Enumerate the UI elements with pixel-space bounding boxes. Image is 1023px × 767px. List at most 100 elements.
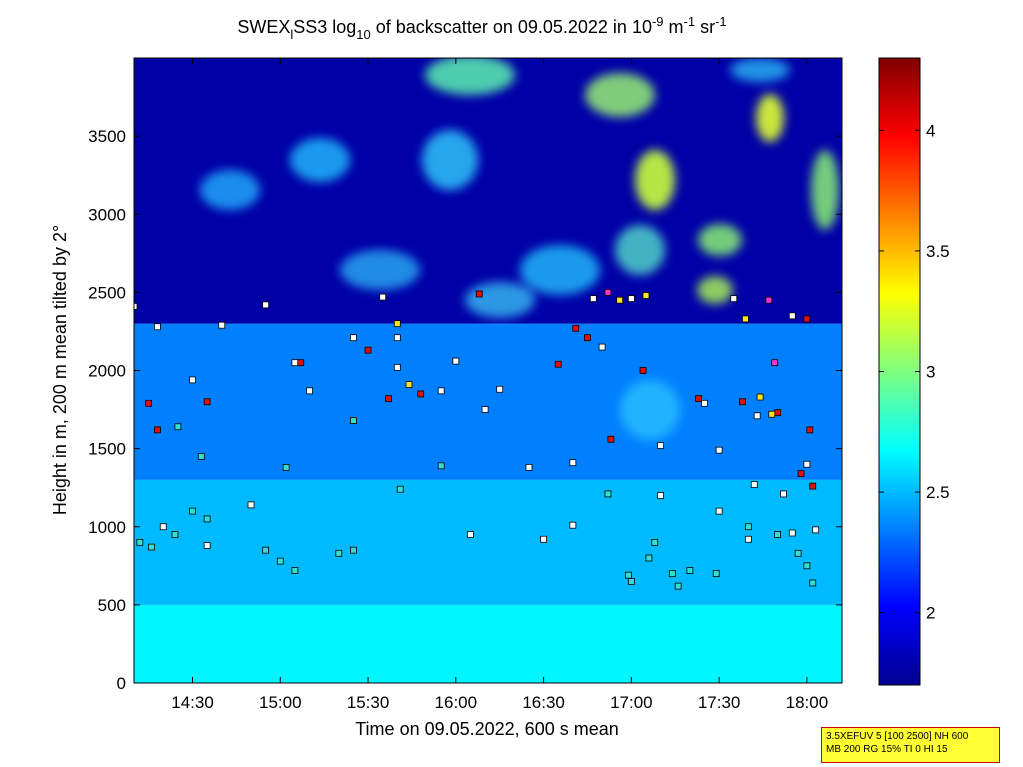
marker-mid (744, 535, 752, 543)
marker-low (744, 523, 752, 531)
marker-mid (452, 357, 460, 365)
upper-patch (340, 250, 420, 290)
marker-high (554, 360, 562, 368)
marker-low (651, 538, 659, 546)
marker-mid (701, 399, 708, 407)
marker-low (136, 538, 144, 546)
marker-magenta (604, 288, 612, 296)
x-tick-label: 14:30 (171, 693, 214, 712)
upper-patch (290, 138, 350, 182)
marker-low (396, 485, 404, 493)
upper-patch (620, 380, 680, 440)
upper-patch (697, 276, 733, 304)
upper-patch (465, 282, 535, 318)
marker-low (197, 453, 205, 460)
x-tick-label: 16:00 (435, 693, 478, 712)
marker-mid (481, 406, 489, 413)
colorbar-tick-label: 2.5 (926, 483, 950, 502)
y-tick-label: 1000 (88, 518, 126, 537)
marker-mid (569, 521, 577, 529)
marker-low (350, 546, 357, 554)
marker-high (739, 398, 746, 406)
marker-mid (350, 334, 357, 342)
marker-high (809, 482, 817, 490)
marker-low (203, 515, 211, 523)
marker-high (695, 395, 703, 403)
marker-low (803, 562, 811, 570)
upper-patch (698, 224, 742, 256)
marker-high (297, 359, 305, 367)
marker-high (475, 290, 483, 298)
marker-mid (189, 376, 196, 384)
marker-mid (496, 385, 504, 393)
marker-mid (657, 442, 665, 449)
x-axis: 14:30 15:00 15:30 16:00 16:30 17:00 17:30 18:00 (171, 58, 828, 712)
marker-mid (803, 460, 811, 468)
plot-area (134, 58, 842, 683)
marker-mid (812, 526, 820, 534)
y-axis-label: Height in m, 200 m mean tilted by 2° (50, 225, 70, 515)
colorbar-tick-label: 3 (926, 363, 935, 382)
upper-patch (520, 245, 600, 295)
marker-mid (525, 463, 533, 471)
colorbar-tick-label: 3.5 (926, 242, 950, 261)
marker-low (171, 531, 179, 538)
marker-mid (627, 295, 635, 303)
marker-low (282, 463, 290, 471)
marker-peak (742, 315, 749, 323)
marker-mid (203, 542, 211, 549)
marker-peak (768, 410, 776, 418)
chart-title: SWEXlSS3 log10 of backscatter on 09.05.2… (237, 14, 726, 42)
marker-low (712, 570, 720, 578)
marker-low (174, 423, 182, 431)
marker-high (607, 435, 615, 443)
layer-surface (134, 604, 842, 683)
marker-peak (405, 381, 413, 388)
marker-mid (715, 507, 723, 515)
marker-low (627, 578, 635, 585)
y-tick-label: 3500 (88, 127, 126, 146)
marker-magenta (765, 296, 773, 304)
marker-mid (598, 343, 606, 351)
marker-low (794, 549, 802, 557)
y-tick-label: 2000 (88, 362, 126, 381)
x-tick-label: 18:00 (786, 693, 829, 712)
marker-peak (616, 296, 624, 304)
marker-mid (788, 312, 796, 320)
marker-mid (730, 295, 738, 303)
marker-mid (134, 303, 138, 310)
marker-low (262, 546, 270, 554)
marker-high (774, 409, 782, 417)
upper-patch (425, 58, 515, 95)
y-tick-label: 1500 (88, 440, 126, 459)
cloud-patches (200, 58, 839, 440)
marker-mid (788, 529, 796, 537)
marker-mid (467, 531, 474, 538)
cloud-base-markers (134, 288, 820, 590)
info-line-2: MB 200 RG 15% TI 0 HI 15 (826, 744, 948, 755)
marker-mid (750, 481, 758, 488)
marker-mid (657, 492, 665, 499)
marker-mid (379, 293, 387, 301)
marker-low (645, 554, 653, 562)
marker-mid (569, 459, 577, 467)
x-tick-label: 15:30 (347, 693, 390, 712)
y-tick-label: 0 (117, 674, 126, 693)
marker-mid (780, 490, 787, 498)
marker-low (686, 567, 694, 574)
marker-mid (540, 535, 547, 543)
upper-patch (811, 150, 839, 230)
processing-info-box: 3.5XEFUV 5 [100 2500] NH 600 MB 200 RG 1… (821, 727, 1000, 763)
marker-low (148, 543, 155, 551)
marker-high (417, 390, 425, 398)
marker-high (639, 367, 647, 374)
marker-high (154, 426, 161, 434)
marker-low (625, 571, 632, 579)
marker-mid (262, 301, 270, 309)
marker-mid (393, 363, 401, 371)
marker-low (291, 567, 299, 574)
marker-high (145, 399, 153, 407)
colorbar-ticks: 2 2.5 3 3.5 4 (879, 121, 950, 623)
marker-magenta (771, 359, 779, 367)
info-line-1: 3.5XEFUV 5 [100 2500] NH 600 (826, 731, 969, 742)
